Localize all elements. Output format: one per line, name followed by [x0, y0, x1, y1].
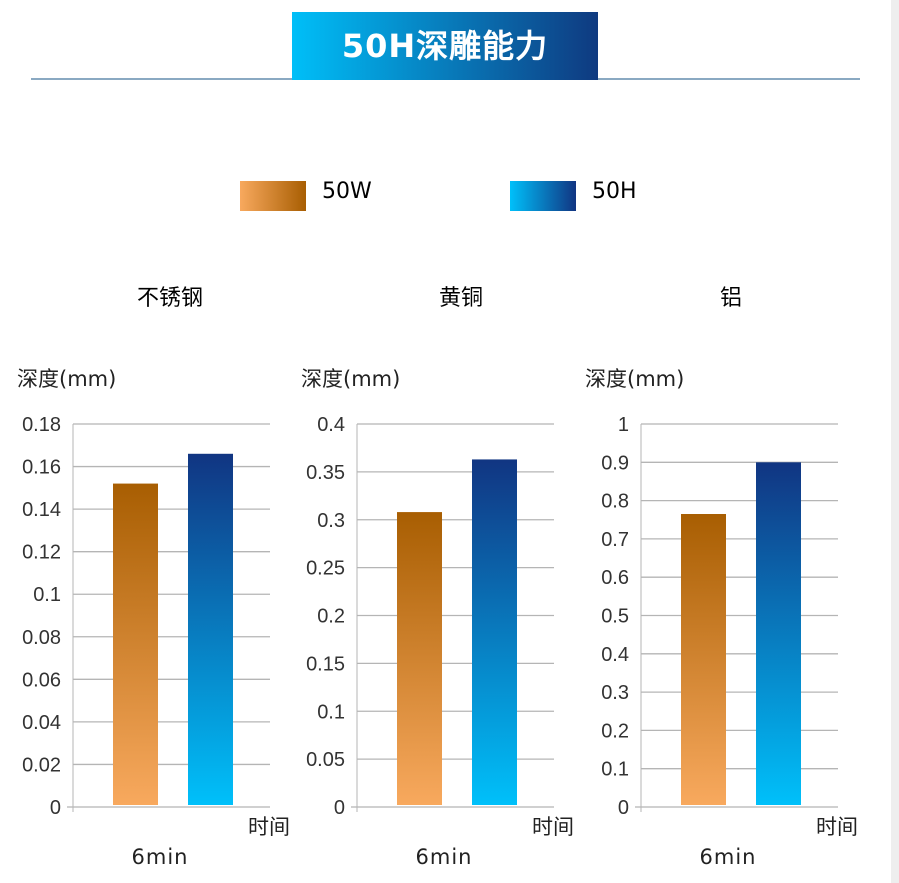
- legend-label-50w: 50W: [322, 179, 372, 204]
- legend-swatch-50h: [510, 181, 576, 211]
- y-axis-label: 深度(mm): [301, 367, 400, 391]
- y-tick-label: 0.3: [317, 510, 345, 532]
- bar-50h: [188, 453, 233, 805]
- y-tick-label: 0.9: [601, 452, 629, 474]
- y-tick-label: 0.04: [22, 712, 61, 734]
- y-tick-label: 0.14: [22, 499, 61, 521]
- y-tick-label: 0.1: [33, 584, 61, 606]
- y-axis-label: 深度(mm): [585, 367, 684, 391]
- bar-50w: [397, 512, 442, 805]
- chart-title-aluminum: 铝: [719, 286, 742, 311]
- y-tick-label: 0.12: [22, 542, 61, 564]
- y-tick-label: 1: [618, 414, 629, 436]
- y-tick-label: 0.5: [601, 606, 629, 628]
- y-tick-label: 0.05: [306, 749, 345, 771]
- y-tick-label: 0.2: [601, 720, 629, 742]
- page-title: 50H深雕能力: [292, 12, 598, 80]
- y-tick-label: 0.35: [306, 462, 345, 484]
- x-axis-label: 时间: [816, 815, 858, 839]
- y-tick-label: 0.25: [306, 558, 345, 580]
- y-tick-label: 0.02: [22, 754, 61, 776]
- scrollbar[interactable]: [891, 0, 899, 883]
- bar-50w: [681, 514, 726, 805]
- y-axis-label: 深度(mm): [17, 367, 116, 391]
- x-axis-label: 时间: [532, 815, 574, 839]
- y-tick-label: 0.8: [601, 491, 629, 513]
- y-tick-label: 0.06: [22, 669, 61, 691]
- bar-50h: [756, 462, 801, 805]
- y-tick-label: 0: [334, 797, 345, 819]
- bar-50h: [472, 459, 517, 805]
- y-tick-label: 0.18: [22, 414, 61, 436]
- y-tick-label: 0.3: [601, 682, 629, 704]
- x-category-label: 6min: [132, 845, 189, 869]
- y-tick-label: 0.1: [317, 701, 345, 723]
- x-axis-label: 时间: [248, 815, 290, 839]
- y-tick-label: 0.4: [601, 644, 629, 666]
- y-tick-label: 0.08: [22, 627, 61, 649]
- chart-title-brass: 黄铜: [438, 286, 483, 311]
- x-category-label: 6min: [416, 845, 473, 869]
- y-tick-label: 0.4: [317, 414, 345, 436]
- x-category-label: 6min: [700, 845, 757, 869]
- y-tick-label: 0.6: [601, 567, 629, 589]
- chart-title-stainless: 不锈钢: [136, 286, 203, 311]
- y-tick-label: 0: [50, 797, 61, 819]
- y-tick-label: 0.7: [601, 529, 629, 551]
- y-tick-label: 0.15: [306, 653, 345, 675]
- legend-label-50h: 50H: [592, 179, 637, 204]
- y-tick-label: 0.2: [317, 606, 345, 628]
- y-tick-label: 0.16: [22, 457, 61, 479]
- legend-swatch-50w: [240, 181, 306, 211]
- bar-50w: [113, 483, 158, 805]
- y-tick-label: 0.1: [601, 759, 629, 781]
- y-tick-label: 0: [618, 797, 629, 819]
